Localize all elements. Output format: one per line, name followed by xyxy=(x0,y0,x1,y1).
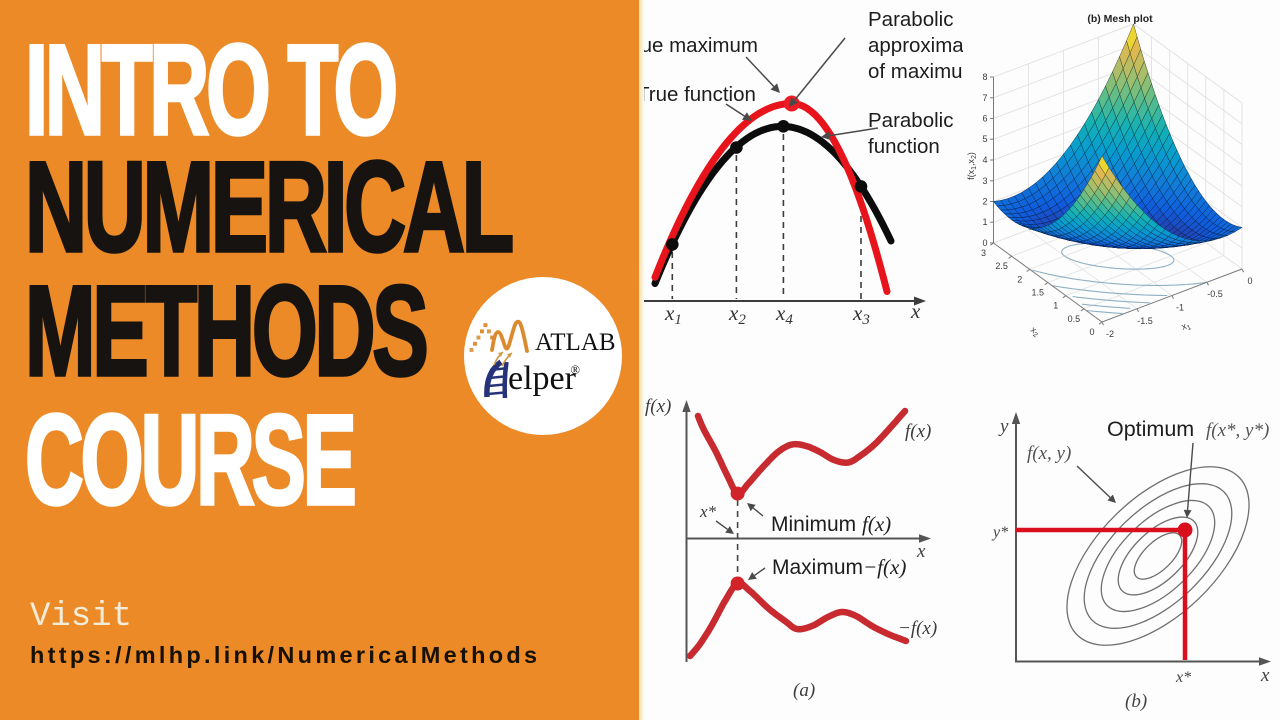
svg-text:y*: y* xyxy=(991,524,1008,541)
svg-text:1.5: 1.5 xyxy=(1032,288,1045,298)
svg-text:True function: True function xyxy=(637,83,756,106)
svg-text:Parabolic: Parabolic xyxy=(868,8,953,31)
svg-text:−f(x): −f(x) xyxy=(898,618,937,639)
svg-text:x: x xyxy=(916,541,926,562)
svg-text:y: y xyxy=(998,416,1009,437)
svg-text:0: 0 xyxy=(982,238,987,248)
svg-text:elper: elper xyxy=(508,360,577,397)
svg-text:1: 1 xyxy=(982,217,987,227)
svg-text:6: 6 xyxy=(982,114,987,124)
svg-text:2: 2 xyxy=(1017,274,1022,284)
svg-text:f(x1,x2): f(x1,x2) xyxy=(966,152,978,180)
svg-text:x1: x1 xyxy=(664,301,682,328)
svg-text:f(x, y): f(x, y) xyxy=(1027,443,1071,464)
svg-text:(b): (b) xyxy=(1125,691,1147,712)
svg-text:Parabolic: Parabolic xyxy=(868,109,953,132)
svg-text:®: ® xyxy=(571,363,581,377)
svg-text:f(x): f(x) xyxy=(645,396,671,417)
svg-text:x: x xyxy=(1260,665,1270,686)
svg-text:x3: x3 xyxy=(852,301,870,328)
svg-text:Optimum: Optimum xyxy=(1107,417,1194,441)
svg-text:8: 8 xyxy=(982,72,987,82)
svg-text:x2: x2 xyxy=(728,301,746,328)
svg-text:Maximum−f(x): Maximum−f(x) xyxy=(772,555,906,579)
svg-text:f(x): f(x) xyxy=(905,421,931,442)
svg-text:-2: -2 xyxy=(1106,329,1114,339)
svg-text:3: 3 xyxy=(982,176,987,186)
svg-text:ATLAB: ATLAB xyxy=(535,329,616,356)
svg-text:x*: x* xyxy=(1175,669,1191,686)
svg-text:2: 2 xyxy=(982,197,987,207)
svg-text:4: 4 xyxy=(982,155,987,165)
svg-text:2.5: 2.5 xyxy=(995,261,1008,271)
svg-text:0: 0 xyxy=(1089,327,1094,337)
svg-text:0.5: 0.5 xyxy=(1068,314,1081,324)
svg-text:f(x*, y*): f(x*, y*) xyxy=(1206,420,1269,441)
svg-text:7: 7 xyxy=(982,93,987,103)
svg-text:0: 0 xyxy=(1247,276,1252,286)
svg-text:3: 3 xyxy=(981,248,986,258)
svg-text:-1.5: -1.5 xyxy=(1137,316,1153,326)
svg-text:-0.5: -0.5 xyxy=(1207,289,1223,299)
svg-text:(a): (a) xyxy=(793,680,815,701)
svg-text:x4: x4 xyxy=(775,301,793,328)
svg-text:x*: x* xyxy=(699,502,717,521)
svg-text:True maximum: True maximum xyxy=(622,34,758,57)
svg-text:(b) Mesh plot: (b) Mesh plot xyxy=(1087,13,1153,25)
svg-text:x: x xyxy=(910,299,921,323)
svg-text:-1: -1 xyxy=(1176,303,1184,313)
svg-text:function: function xyxy=(868,135,940,158)
svg-text:1: 1 xyxy=(1053,301,1058,311)
svg-text:approximation: approximation xyxy=(868,34,997,57)
svg-text:of maximum: of maximum xyxy=(868,60,980,83)
svg-text:Minimum f(x): Minimum f(x) xyxy=(771,512,891,536)
svg-text:5: 5 xyxy=(982,134,987,144)
